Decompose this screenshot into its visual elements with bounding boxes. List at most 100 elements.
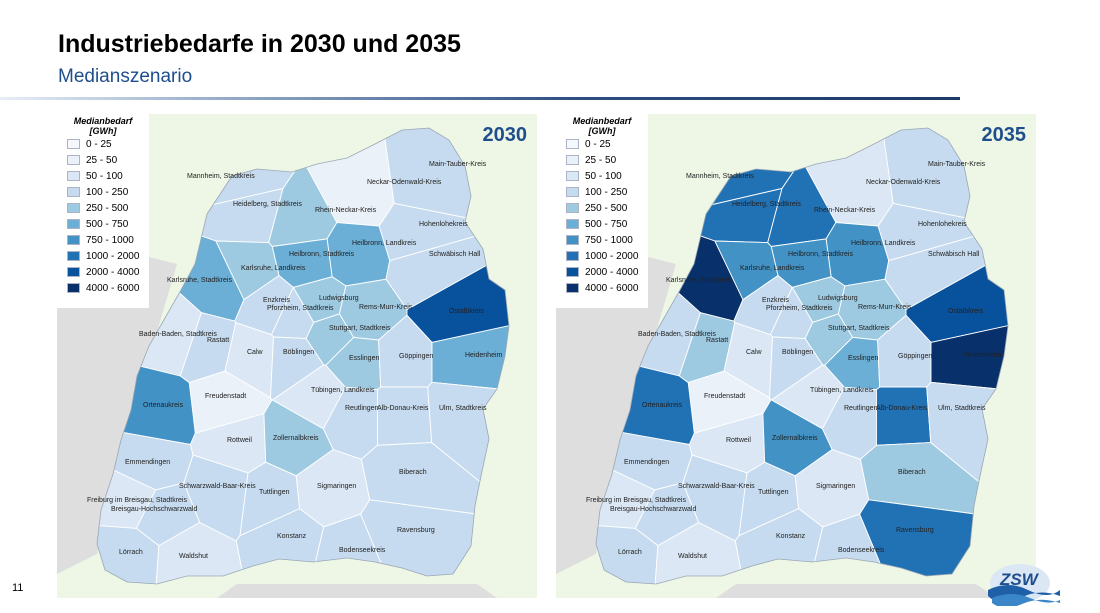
legend-swatch [67,219,80,229]
district-label: Main-Tauber-Kreis [429,161,487,168]
district-label: Sigmaringen [816,483,855,490]
district-label: Bodenseekreis [838,547,885,554]
map-year-label: 2030 [482,124,528,146]
legend-title: Medianbedarf [572,116,632,126]
district-label: Stuttgart, Stadtkreis [828,325,890,332]
district-label: Zollernalbkreis [273,435,319,442]
legend-item: 250 - 500 [67,200,149,216]
legend-label: 500 - 750 [585,218,628,230]
district-label: Stuttgart, Stadtkreis [329,325,391,332]
legend-label: 750 - 1000 [86,234,134,246]
district-label: Lörrach [119,549,143,556]
district-label: Pforzheim, Stadtkreis [267,305,334,312]
legend-label: 1000 - 2000 [585,250,639,262]
district-label: Baden-Baden, Stadtkreis [638,331,716,338]
district-label: Rems-Murr-Kreis [359,304,413,311]
district-label: Rhein-Neckar-Kreis [814,207,876,214]
legend-item: 750 - 1000 [566,232,648,248]
district-area[interactable] [360,499,537,598]
district-area[interactable] [150,187,284,244]
district-label: Heidelberg, Stadtkreis [732,201,801,208]
district-area[interactable] [649,187,783,244]
legend-item: 500 - 750 [566,216,648,232]
district-label: Sigmaringen [317,483,356,490]
district-label: Böblingen [283,349,314,356]
district-label: Ulm, Stadtkreis [439,405,487,412]
legend-label: 2000 - 4000 [585,266,639,278]
district-label: Mannheim, Stadtkreis [686,173,754,180]
legend-item: 25 - 50 [67,152,149,168]
district-label: Heilbronn, Landkreis [352,240,417,247]
district-label: Alb-Donau-Kreis [876,405,928,412]
district-label: Heidenheim [964,352,1002,359]
legend-item: 250 - 500 [566,200,648,216]
district-label: Göppingen [399,353,433,360]
legend-item: 750 - 1000 [67,232,149,248]
state-border [595,127,1009,585]
legend-unit: [GWh] [89,126,117,136]
legend-2035: Medianbedarf [GWh] 0 - 25 25 - 50 50 - 100… [556,114,648,308]
district-area[interactable] [876,386,932,446]
legend-swatch [566,235,579,245]
district-label: Heilbronn, Stadtkreis [289,251,354,258]
header-divider [0,97,960,100]
district-label: Zollernalbkreis [772,435,818,442]
legend-item: 100 - 250 [566,184,648,200]
district-label: Baden-Baden, Stadtkreis [139,331,217,338]
district-label: Schwarzwald-Baar-Kreis [179,483,256,490]
slide-subtitle: Medianszenario [58,66,193,87]
legend-swatch [566,139,579,149]
district-label: Rhein-Neckar-Kreis [315,207,377,214]
district-label: Ludwigsburg [818,295,858,302]
slide-title: Industriebedarfe in 2030 und 2035 [58,30,461,58]
legend-item: 4000 - 6000 [67,280,149,296]
legend-swatch [566,171,579,181]
legend-swatch [67,139,80,149]
legend-label: 4000 - 6000 [86,282,140,294]
legend-item: 0 - 25 [67,136,149,152]
district-label: Karlsruhe, Landkreis [740,265,805,272]
legend-swatch [566,187,579,197]
legend-label: 2000 - 4000 [86,266,140,278]
legend-item: 50 - 100 [566,168,648,184]
legend-swatch [566,155,579,165]
district-label: Emmendingen [624,459,669,466]
zsw-logo: ZSW [988,564,1060,606]
district-label: Rottweil [726,437,751,444]
district-area[interactable] [377,386,433,446]
district-label: Rems-Murr-Kreis [858,304,912,311]
legend-swatch [67,251,80,261]
district-label: Böblingen [782,349,813,356]
district-label: Reutlingen [345,405,379,412]
map-panel-2035: Main-Tauber-Kreis Mannheim, Stadtkreis Nec… [556,114,1036,598]
district-label: Breisgau-Hochschwarzwald [111,506,197,513]
legend-swatch [566,267,579,277]
district-label: Tübingen, Landkreis [311,387,375,394]
district-label: Bodenseekreis [339,547,386,554]
district-label: Pforzheim, Stadtkreis [766,305,833,312]
legend-label: 500 - 750 [86,218,129,230]
logo-text: ZSW [999,570,1040,589]
district-label: Main-Tauber-Kreis [928,161,986,168]
legend-swatch [67,235,80,245]
legend-label: 100 - 250 [86,186,129,198]
district-label: Biberach [399,469,427,476]
legend-item: 4000 - 6000 [566,280,648,296]
district-label: Tuttlingen [758,489,789,496]
district-label: Freudenstadt [205,393,246,400]
legend-label: 250 - 500 [86,202,129,214]
district-label: Ostalbkreis [449,308,485,315]
legend-swatch [67,171,80,181]
legend-label: 1000 - 2000 [86,250,140,262]
district-label: Hohenlohekreis [419,221,468,228]
map-year-label: 2035 [981,124,1027,146]
district-label: Neckar-Odenwald-Kreis [866,179,941,186]
legend-swatch [566,283,579,293]
legend-label: 4000 - 6000 [585,282,639,294]
district-label: Ravensburg [397,527,435,534]
district-label: Reutlingen [844,405,878,412]
district-label: Rastatt [706,337,728,344]
legend-label: 25 - 50 [585,154,617,166]
legend-label: 50 - 100 [86,170,123,182]
district-label: Ulm, Stadtkreis [938,405,986,412]
